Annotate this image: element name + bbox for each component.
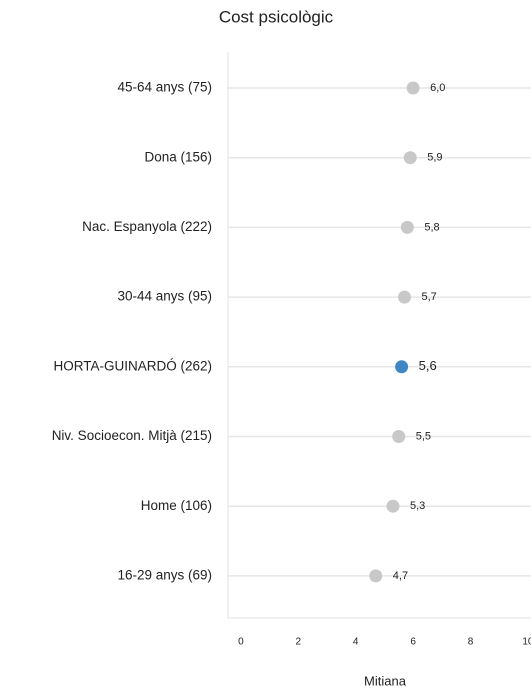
data-label: 5,5 — [416, 430, 431, 442]
data-label: 5,3 — [410, 500, 425, 512]
chart-title: Cost psicològic — [219, 7, 334, 26]
dot — [392, 430, 406, 443]
x-tick-label: 6 — [410, 637, 416, 648]
dot — [386, 499, 400, 513]
category-label: 30-44 anys (95) — [117, 289, 212, 304]
x-tick-label: 4 — [353, 637, 359, 648]
dot — [400, 220, 414, 234]
data-label: 5,9 — [427, 152, 442, 164]
category-label: 45-64 anys (75) — [117, 80, 212, 95]
data-label: 5,8 — [424, 221, 439, 233]
x-axis-label: Mitiana — [364, 673, 407, 688]
category-label: HORTA-GUINARDÓ (262) — [53, 358, 212, 373]
x-tick-label: 0 — [238, 637, 244, 648]
x-tick-label: 10 — [522, 637, 531, 648]
category-label: Nac. Espanyola (222) — [82, 219, 212, 234]
dot — [369, 569, 383, 583]
data-label: 6,0 — [430, 82, 445, 94]
data-label: 5,7 — [421, 291, 436, 303]
category-label: Dona (156) — [144, 149, 212, 164]
category-label: Niv. Socioecon. Mitjà (215) — [52, 428, 212, 443]
category-label: Home (106) — [141, 498, 212, 513]
data-label: 4,7 — [393, 570, 408, 582]
data-label: 5,6 — [419, 358, 437, 373]
dot — [395, 360, 409, 374]
dot — [406, 81, 420, 95]
x-tick-label: 2 — [296, 637, 302, 648]
dot — [403, 151, 417, 165]
dot — [397, 290, 411, 304]
category-label: 16-29 anys (69) — [117, 567, 212, 582]
x-tick-label: 8 — [468, 637, 474, 648]
